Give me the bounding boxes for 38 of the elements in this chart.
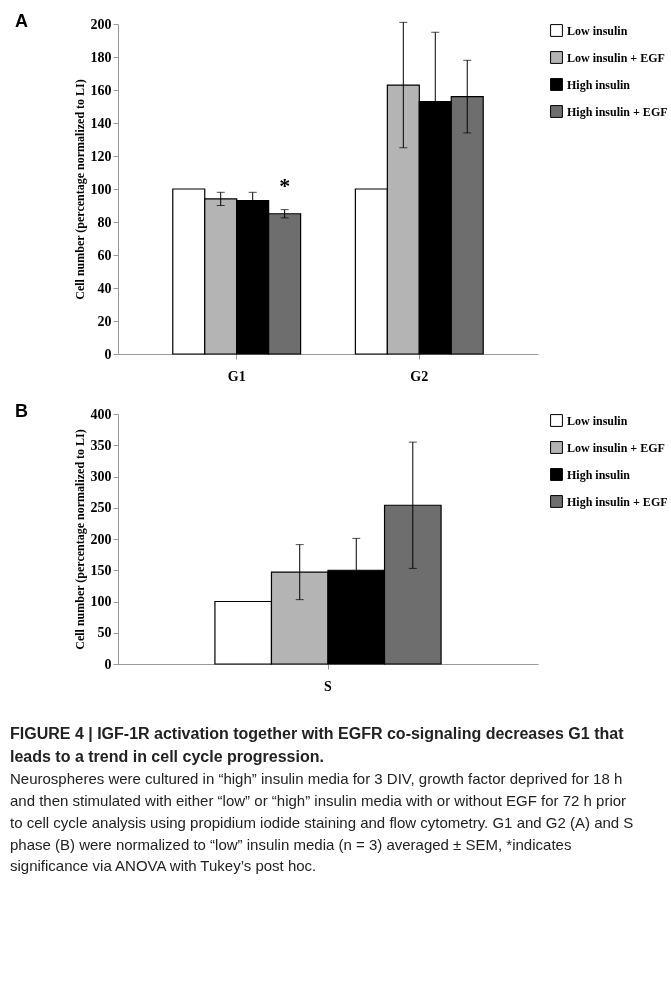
- y-tick-label: 100: [90, 594, 112, 609]
- y-tick-label: 150: [90, 562, 112, 578]
- y-tick-label: 300: [90, 469, 112, 484]
- legend-label: High insulin + EGF: [567, 104, 668, 119]
- legend-label: Low insulin + EGF: [567, 50, 665, 65]
- y-tick-label: 400: [90, 406, 112, 422]
- y-axis-title: Cell number (percentage normalized to LI): [72, 79, 87, 300]
- x-tick-label: G2: [410, 368, 429, 384]
- legend-label: High insulin + EGF: [567, 494, 668, 509]
- y-tick-label: 0: [104, 656, 112, 672]
- y-axis-title: Cell number (percentage normalized to LI): [72, 429, 87, 650]
- text: Neurospheres were cultured in “high” insulin media for 3 DIV, growth factor deprived for 18 h and then stimulated with either “low” or “high” insulin media with or without EGF for 72 h prior to cell cycle analysis using propidium iodide staining and flow cytometry. G1 and G2 (A) and S phase (B) were normalized to “low” insulin media (n = 3) averaged ± SEM, *indicates significance via ANOVA with Tukey’s post hoc.: [10, 769, 635, 877]
- legend-label: Low insulin: [567, 413, 628, 428]
- y-tick-label: 20: [97, 313, 112, 329]
- legend-label: High insulin: [567, 467, 631, 482]
- y-tick-label: 350: [90, 437, 112, 453]
- y-tick-label: 0: [104, 346, 112, 362]
- y-tick-label: 80: [97, 214, 112, 230]
- y-tick-label: 180: [90, 49, 112, 65]
- y-tick-label: 100: [90, 181, 112, 197]
- x-tick-label: G1: [227, 368, 246, 384]
- y-tick-label: 60: [97, 247, 112, 263]
- y-tick-label: 200: [90, 16, 112, 32]
- y-tick-label: 40: [97, 280, 112, 296]
- chart-title: A: [15, 11, 28, 31]
- y-tick-label: 120: [90, 148, 112, 164]
- y-tick-label: 200: [90, 531, 112, 547]
- annotation: *: [279, 173, 291, 199]
- y-tick-label: 250: [90, 500, 112, 516]
- y-tick-label: 50: [97, 625, 112, 641]
- legend-label: Low insulin + EGF: [567, 440, 665, 455]
- chart-title: B: [15, 401, 28, 421]
- legend-label: Low insulin: [567, 23, 628, 38]
- y-tick-label: 160: [90, 82, 112, 98]
- x-tick-label: S: [324, 678, 333, 694]
- legend-label: High insulin: [567, 77, 631, 92]
- y-tick-label: 140: [90, 115, 112, 131]
- caption: FIGURE 4 | IGF-1R activation together with EGFR co-signaling decreases G1 that leads to a trend in cell cycle progression.: [10, 724, 625, 768]
